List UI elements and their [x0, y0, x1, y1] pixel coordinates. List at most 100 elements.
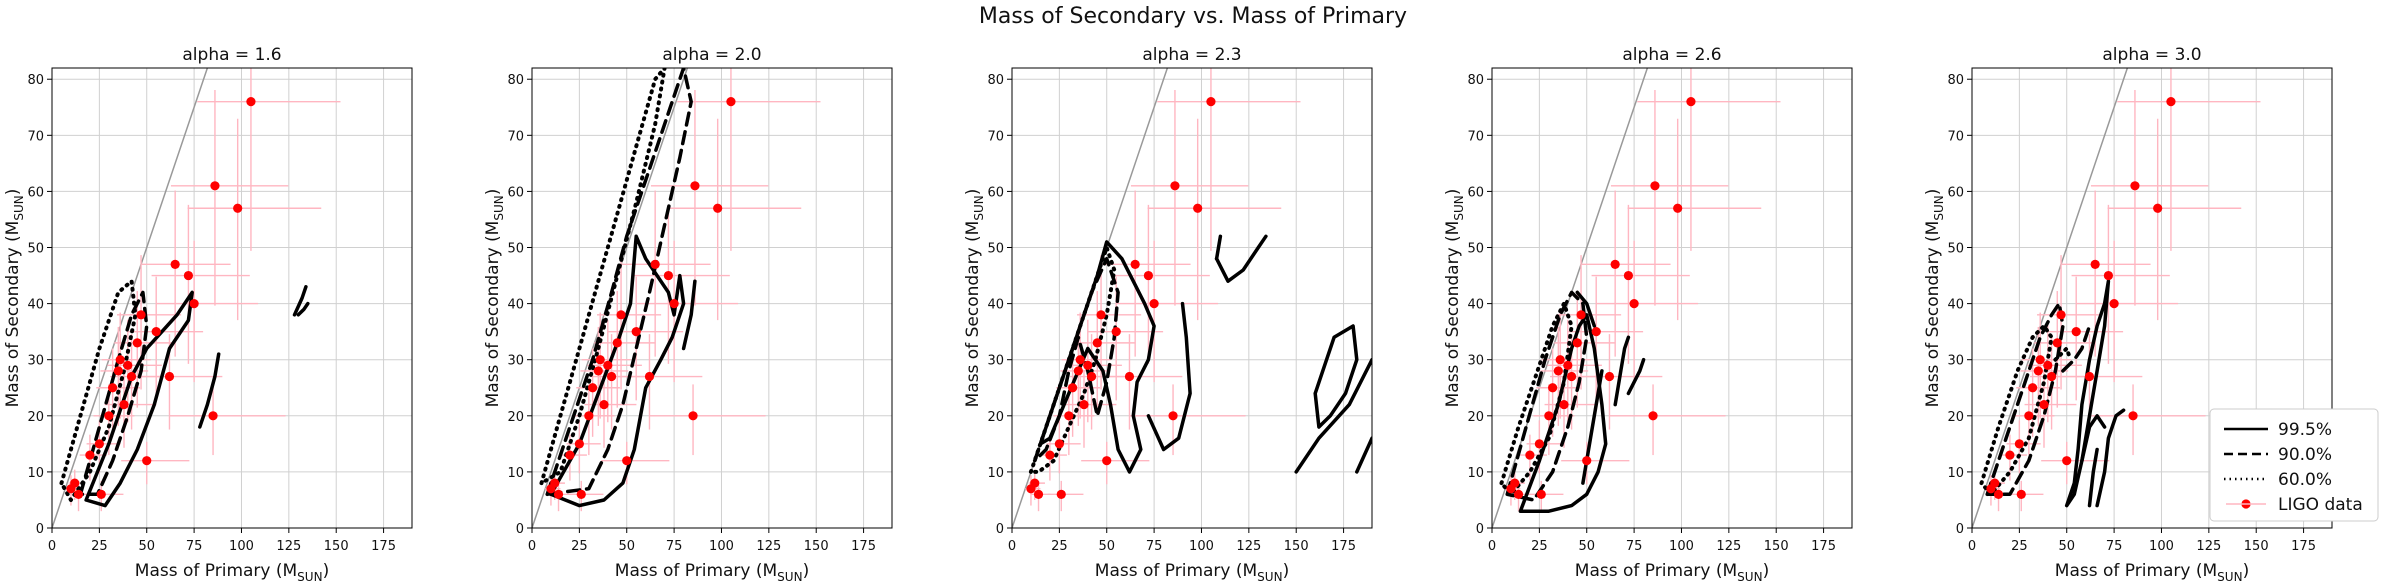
ligo-data-point [1064, 411, 1074, 421]
ligo-data-point [1206, 97, 1216, 107]
ligo-data-point [1149, 299, 1159, 309]
ligo-data-point [1086, 371, 1097, 382]
y-axis-label: Mass of Secondary (MSUN) [3, 189, 26, 408]
y-axis-label: Mass of Secondary (MSUN) [963, 189, 986, 408]
ligo-data-point [123, 360, 133, 370]
y-tick-label: 70 [27, 129, 44, 144]
ligo-data-point [151, 327, 161, 337]
contour-solid [1613, 335, 1631, 407]
x-tick-label: 50 [138, 539, 155, 554]
ligo-data-point [2130, 181, 2140, 191]
ligo-data-point [1030, 478, 1040, 488]
ligo-data-point [1083, 360, 1093, 370]
contour-solid [1214, 234, 1223, 261]
contour-dashed [545, 68, 693, 497]
legend: 99.5% 90.0% 60.0% LIGO data [2209, 408, 2379, 522]
y-tick-label: 20 [1467, 410, 1484, 425]
x-tick-label: 25 [2011, 539, 2028, 554]
ligo-data-point [1170, 181, 1180, 191]
panel-title: alpha = 2.6 [1622, 45, 1721, 65]
ligo-data-point [1572, 338, 1582, 348]
y-tick-label: 60 [1467, 185, 1484, 200]
y-tick-label: 40 [1947, 298, 1964, 313]
ligo-data-point [1068, 383, 1078, 393]
plot-area [532, 68, 821, 528]
y-axis-label: Mass of Secondary (MSUN) [1923, 189, 1946, 408]
y-tick-label: 20 [987, 410, 1004, 425]
ligo-data-point [2046, 371, 2057, 382]
ligo-data-point [599, 399, 609, 410]
ligo-data-point [113, 366, 123, 376]
y-tick-label: 10 [27, 466, 44, 481]
y-tick-label: 10 [507, 466, 524, 481]
y-tick-label: 80 [987, 73, 1004, 88]
ligo-data-point [2103, 270, 2114, 281]
ligo-data-point [119, 399, 129, 410]
ligo-data-point [690, 181, 700, 191]
ligo-data-point [663, 270, 674, 281]
ligo-data-point [142, 456, 152, 466]
y-tick-label: 0 [516, 522, 524, 537]
y-tick-label: 60 [27, 185, 44, 200]
ligo-data-point [1111, 327, 1121, 337]
x-tick-label: 25 [1051, 539, 1068, 554]
x-tick-label: 25 [571, 539, 588, 554]
x-tick-label: 125 [756, 539, 781, 554]
ligo-data-point [644, 371, 655, 382]
contour-solid [1626, 357, 1646, 396]
y-tick-label: 0 [36, 522, 44, 537]
contour-dotted [1499, 301, 1574, 497]
ligo-data-point [1582, 456, 1592, 466]
plot-area [1492, 68, 1781, 528]
x-tick-label: 0 [1008, 539, 1016, 554]
y-tick-label: 60 [507, 185, 524, 200]
ligo-data-point [1045, 450, 1055, 460]
y-tick-label: 50 [1467, 242, 1484, 257]
ligo-data-point [2084, 371, 2095, 382]
plot-area [52, 68, 341, 528]
ligo-data-point [208, 411, 218, 421]
ligo-data-point [2024, 411, 2034, 421]
x-tick-label: 150 [1764, 539, 1789, 554]
x-axis-label: Mass of Primary (MSUN) [1575, 561, 1769, 584]
ligo-data-point [565, 450, 575, 460]
ligo-data-point [1559, 399, 1569, 410]
ligo-data-point [669, 299, 679, 309]
ligo-data-point [70, 478, 80, 488]
ligo-data-point [1054, 439, 1064, 449]
ligo-data-point [1534, 439, 1544, 449]
y-tick-label: 60 [1947, 185, 1964, 200]
y-tick-label: 70 [507, 129, 524, 144]
contour-solid [1214, 234, 1268, 283]
x-tick-label: 150 [324, 539, 349, 554]
ligo-data-point [1033, 489, 1044, 499]
y-tick-label: 70 [1947, 129, 1964, 144]
ligo-data-point [189, 299, 199, 309]
ligo-data-point [2033, 366, 2043, 376]
contour-dotted [1979, 324, 2054, 497]
ligo-data-point [550, 478, 560, 488]
ligo-data-point [2090, 259, 2100, 269]
ligo-data-point [1544, 411, 1554, 421]
figure-title: Mass of Secondary vs. Mass of Primary [978, 4, 1408, 29]
ligo-data-point [584, 411, 594, 421]
y-tick-label: 70 [1467, 129, 1484, 144]
y-tick-label: 40 [507, 298, 524, 313]
y-tick-label: 30 [27, 354, 44, 369]
x-axis-label: Mass of Primary (MSUN) [2055, 561, 2249, 584]
y-tick-label: 40 [1467, 298, 1484, 313]
chart-panel-4: 0 25 50 75 100 125 150 175 0 10 20 30 40 50 60 70 80 alph… [1443, 45, 1853, 584]
x-tick-label: 50 [1578, 539, 1595, 554]
x-axis-label: Mass of Primary (MSUN) [1095, 561, 1289, 584]
y-tick-label: 0 [1476, 522, 1484, 537]
x-tick-label: 100 [709, 539, 734, 554]
y-tick-label: 20 [1947, 410, 1964, 425]
ligo-data-point [1525, 450, 1535, 460]
panel-title: alpha = 1.6 [182, 45, 281, 65]
ligo-data-point [2052, 338, 2062, 348]
y-tick-label: 50 [27, 242, 44, 257]
y-tick-label: 20 [507, 410, 524, 425]
y-tick-label: 10 [1467, 466, 1484, 481]
x-axis-label: Mass of Primary (MSUN) [615, 561, 809, 584]
x-tick-label: 100 [1669, 539, 1694, 554]
